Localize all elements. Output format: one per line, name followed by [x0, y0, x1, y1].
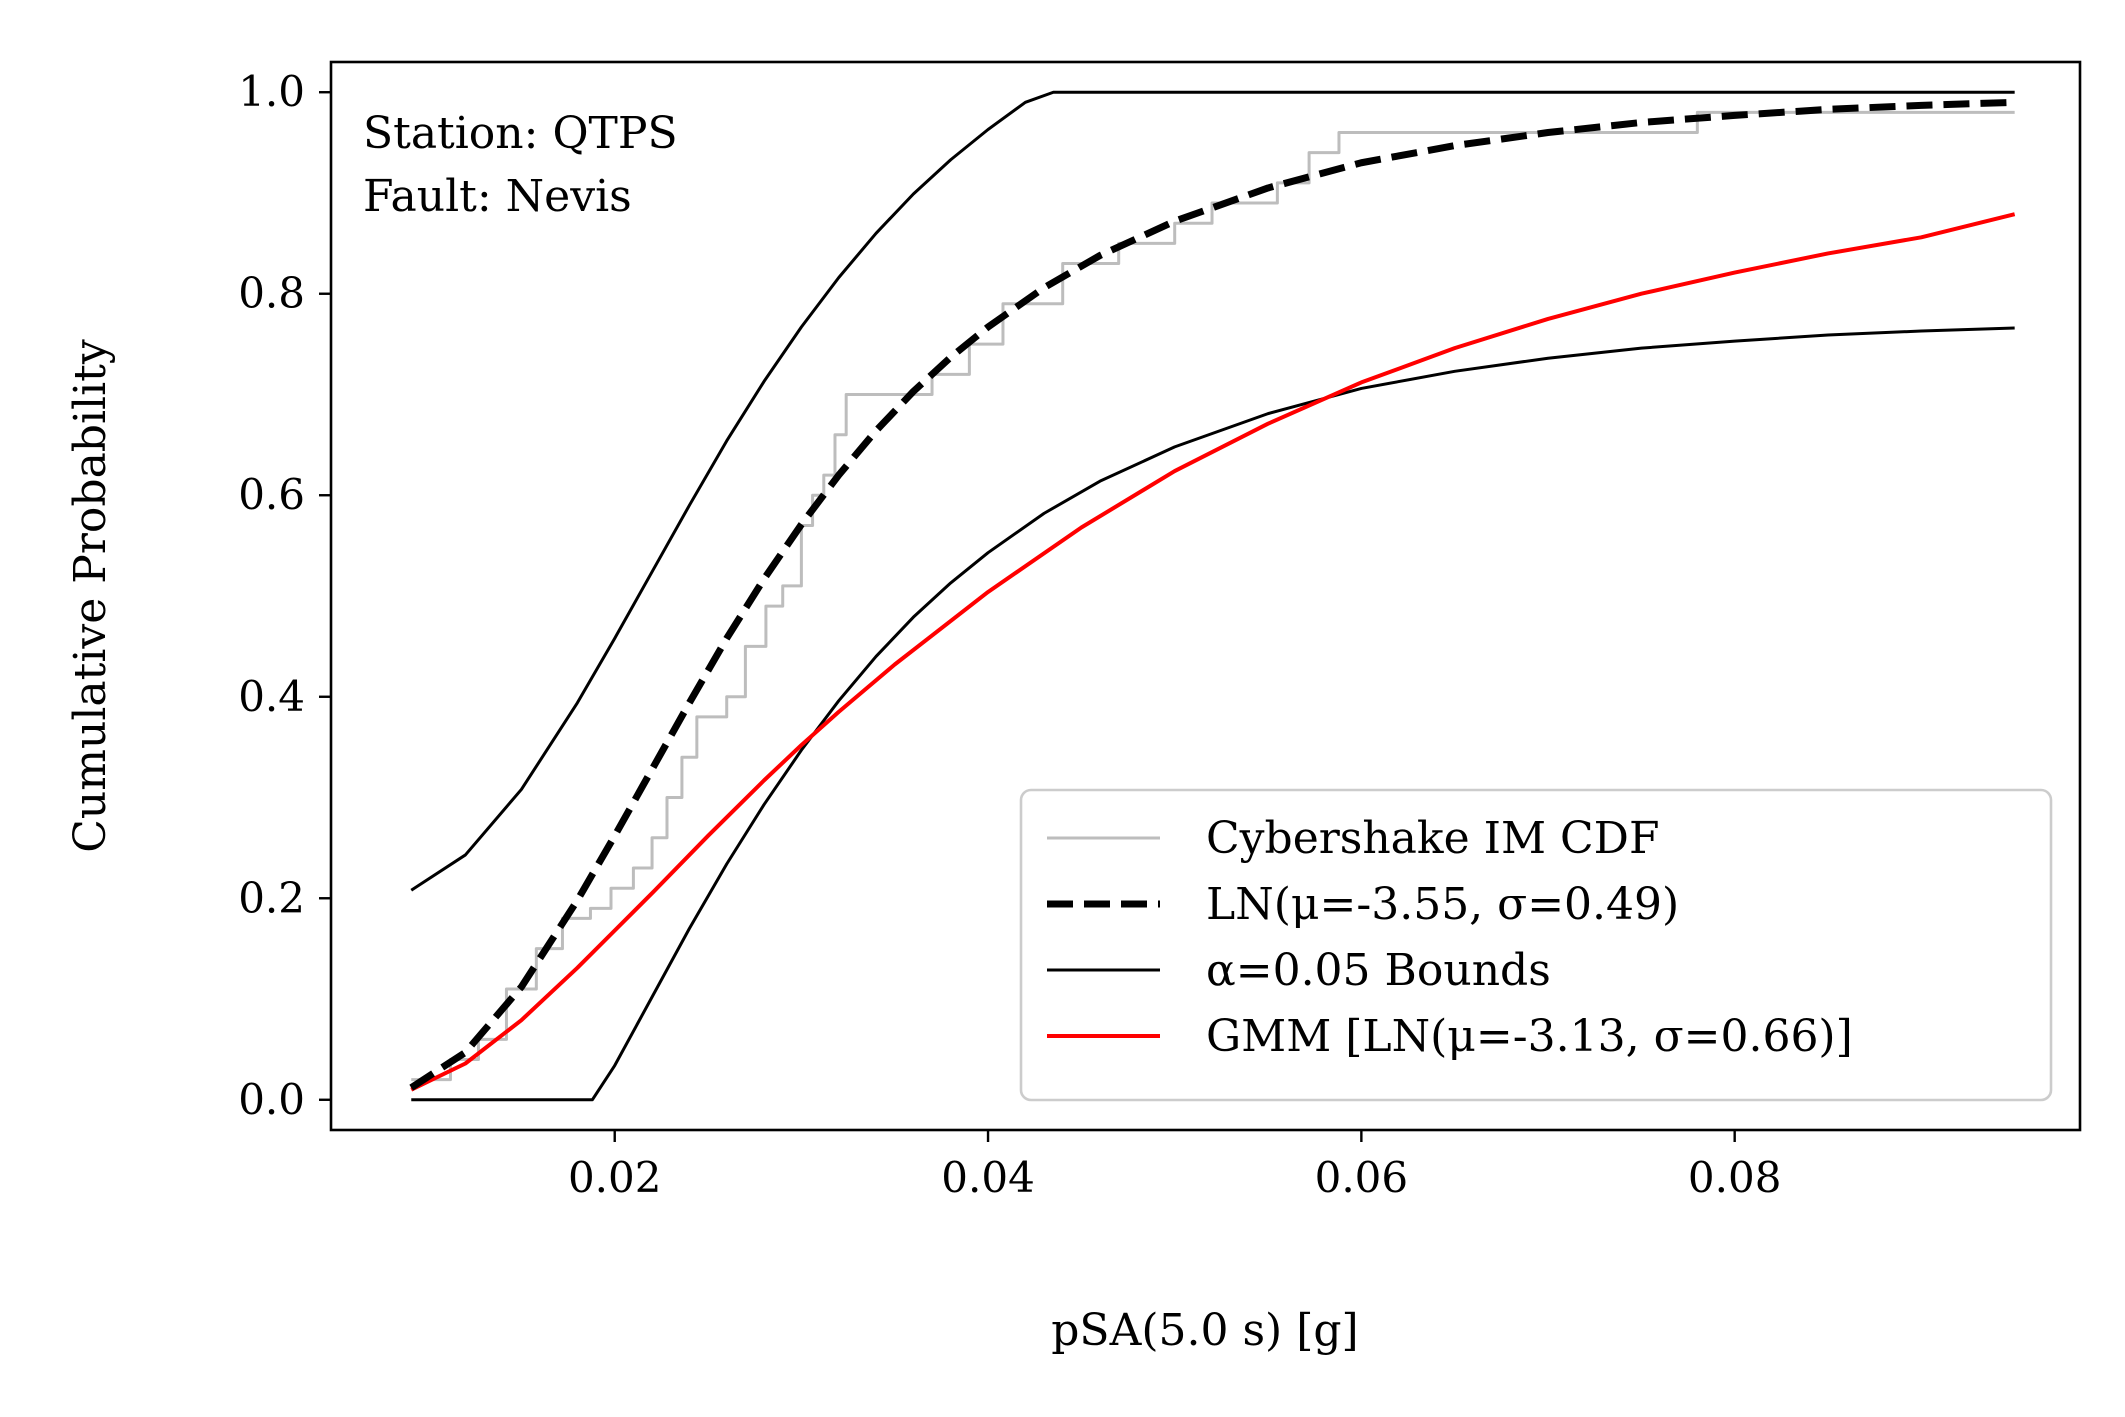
series-line-0 [411, 110, 2015, 1082]
x-axis-label: pSA(5.0 s) [g] [1051, 1305, 1358, 1356]
y-tick-label: 1.0 [238, 67, 305, 116]
x-tick-label: 0.08 [1688, 1153, 1782, 1202]
plot-frame [329, 60, 2082, 1132]
legend: Cybershake IM CDF LN(μ=-3.55, σ=0.49) α=0.… [1019, 788, 2053, 1102]
legend-label-4: GMM [LN(μ=-3.13, σ=0.66)] [1206, 1011, 1853, 1062]
series-line-4 [410, 212, 2016, 1092]
series-line-1 [409, 98, 2015, 1091]
y-tick-label: 0.2 [238, 873, 305, 922]
y-axis-label: Cumulative Probability [65, 339, 116, 853]
legend-label-1: LN(μ=-3.55, σ=0.49) [1206, 879, 1679, 930]
y-tick-label: 0.6 [238, 470, 305, 519]
series-line-2 [410, 90, 2015, 892]
y-axis-ticks: 0.0 0.2 0.4 0.6 0.8 1.0 [238, 67, 331, 1124]
x-tick-label: 0.04 [941, 1153, 1035, 1202]
x-axis-ticks: 0.02 0.04 0.06 0.08 [568, 1130, 1781, 1202]
y-tick-label: 0.0 [238, 1075, 305, 1124]
fault-annotation: Fault: Nevis [363, 171, 632, 222]
legend-label-0: Cybershake IM CDF [1206, 813, 1660, 864]
legend-box [1019, 788, 2053, 1102]
x-tick-label: 0.02 [568, 1153, 662, 1202]
legend-label-2: α=0.05 Bounds [1206, 945, 1551, 996]
y-tick-label: 0.4 [238, 672, 305, 721]
series-layer [409, 90, 2016, 1102]
x-tick-label: 0.06 [1315, 1153, 1409, 1202]
series-line-3 [411, 326, 2015, 1102]
station-annotation: Station: QTPS [363, 108, 678, 159]
y-tick-label: 0.8 [238, 269, 305, 318]
